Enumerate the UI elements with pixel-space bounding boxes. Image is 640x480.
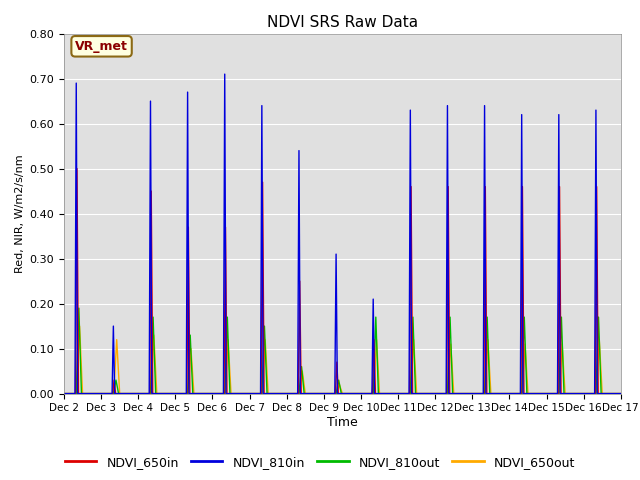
Y-axis label: Red, NIR, W/m2/s/nm: Red, NIR, W/m2/s/nm [15,154,26,273]
Legend: NDVI_650in, NDVI_810in, NDVI_810out, NDVI_650out: NDVI_650in, NDVI_810in, NDVI_810out, NDV… [60,451,580,474]
Text: VR_met: VR_met [75,40,128,53]
X-axis label: Time: Time [327,416,358,429]
Title: NDVI SRS Raw Data: NDVI SRS Raw Data [267,15,418,30]
